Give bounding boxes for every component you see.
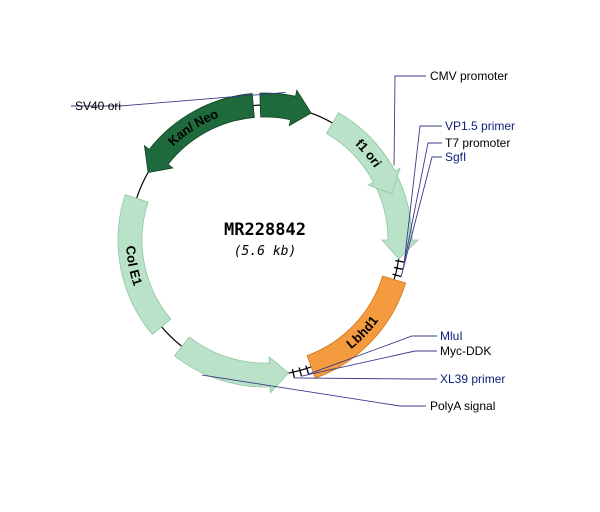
plasmid-name: MR228842 bbox=[224, 220, 306, 240]
segment-label-polya: PolyA signal bbox=[430, 399, 495, 413]
leader-xl39 bbox=[294, 378, 437, 379]
tick-sgfi bbox=[393, 274, 402, 276]
tick-mlui bbox=[306, 366, 309, 375]
segment-polya bbox=[174, 337, 288, 393]
tick-label-vp15: VP1.5 primer bbox=[445, 119, 515, 133]
segment-lbhd1 bbox=[307, 276, 406, 378]
tick-mycddk bbox=[299, 368, 301, 377]
segment-label-cmv: CMV promoter bbox=[430, 69, 508, 83]
segment-sv40 bbox=[260, 90, 311, 125]
leader-t7 bbox=[403, 143, 442, 269]
tick-label-sgfi: SgfI bbox=[445, 150, 466, 164]
tick-label-xl39: XL39 primer bbox=[440, 372, 505, 386]
segment-kanneo bbox=[144, 94, 254, 173]
segment-label-sv40: SV40 ori bbox=[75, 99, 121, 113]
tick-t7 bbox=[394, 267, 403, 269]
leader-cmv bbox=[394, 76, 426, 166]
plasmid-map: CMV promoterLbhd1PolyA signalCol E1Kan/ … bbox=[0, 0, 600, 512]
tick-xl39 bbox=[292, 369, 294, 378]
tick-label-mycddk: Myc-DDK bbox=[440, 344, 491, 358]
tick-label-mlui: MluI bbox=[440, 329, 463, 343]
plasmid-size: (5.6 kb) bbox=[234, 244, 297, 259]
tick-label-t7: T7 promoter bbox=[445, 136, 510, 150]
tick-vp15 bbox=[395, 261, 404, 262]
